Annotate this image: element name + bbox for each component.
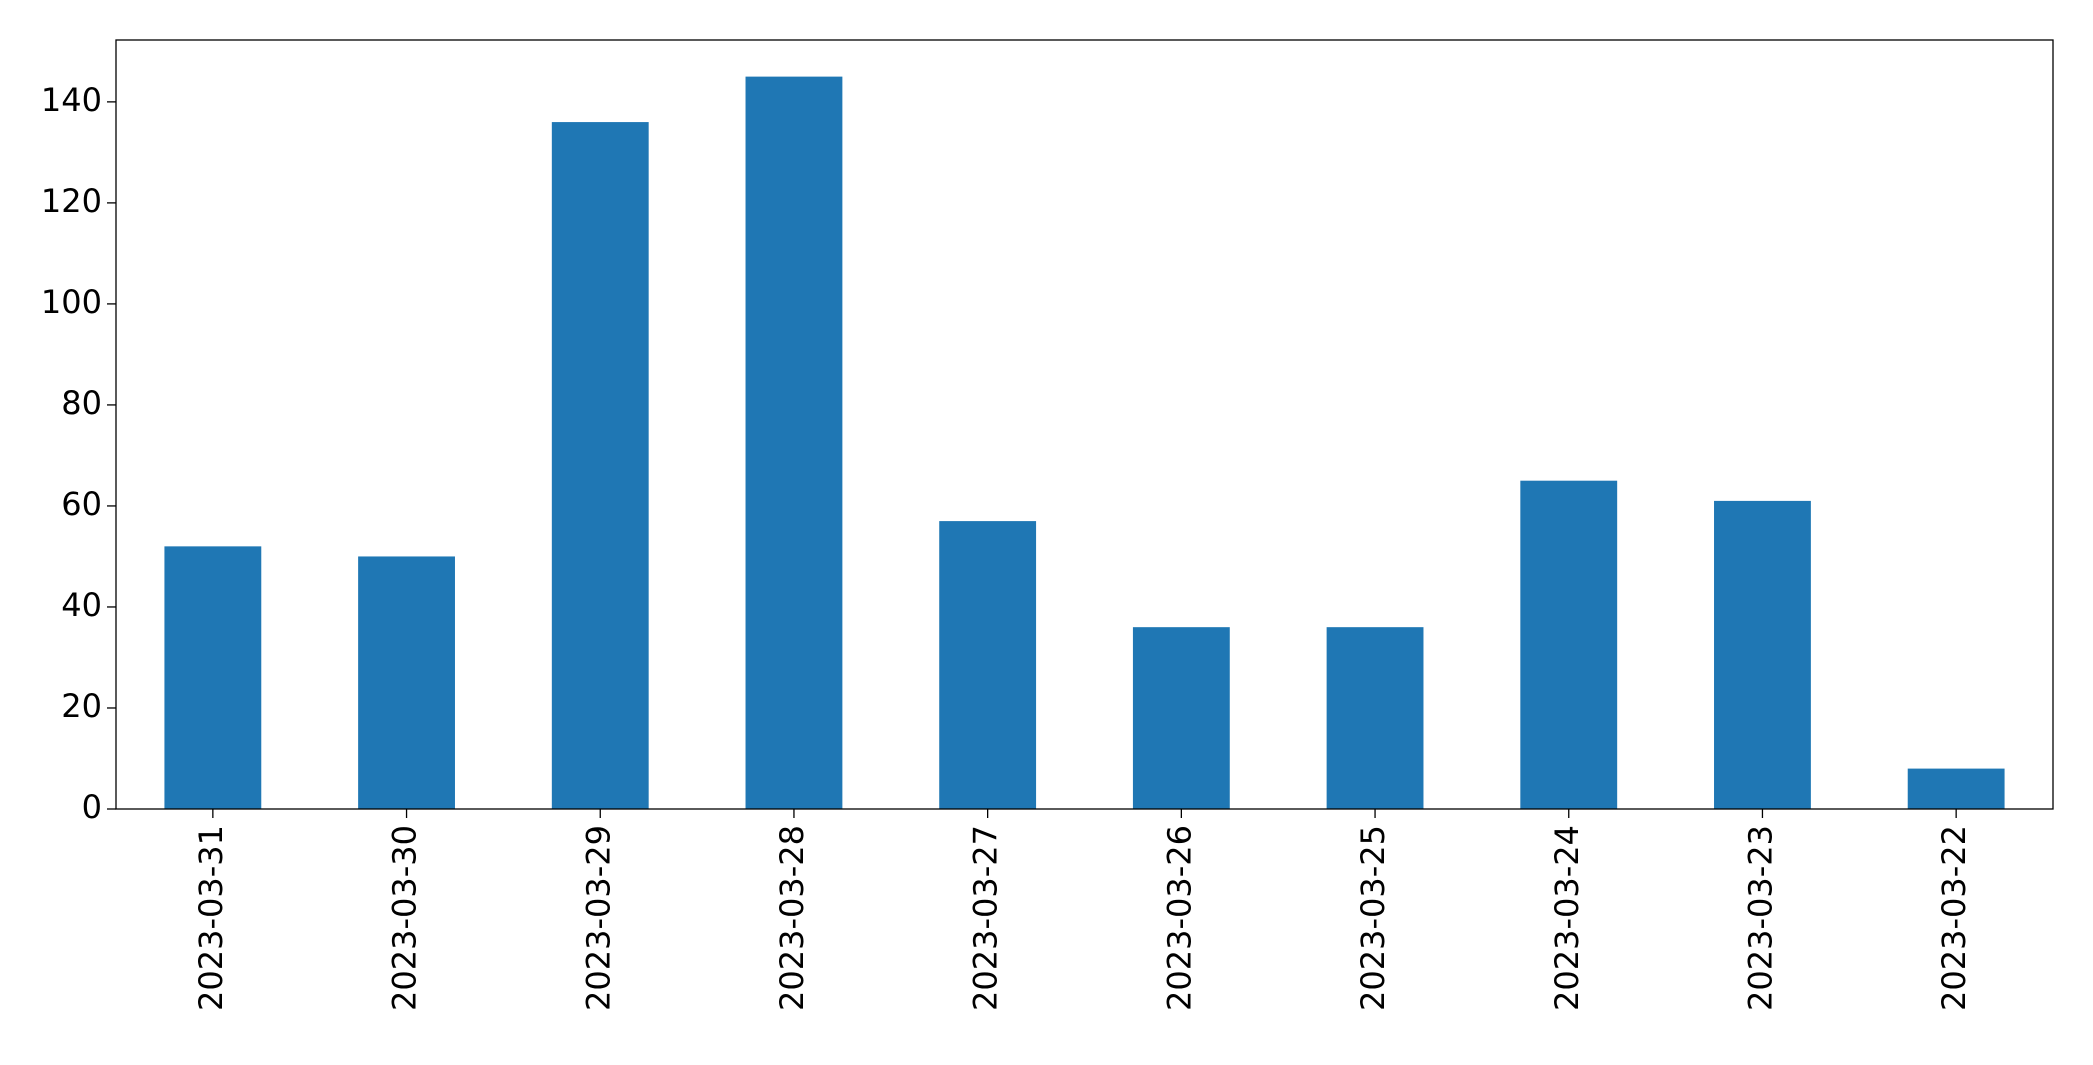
y-tick-label: 140 bbox=[41, 81, 102, 119]
x-tick-label: 2023-03-28 bbox=[773, 825, 811, 1011]
bar bbox=[551, 122, 649, 810]
y-tick-label: 20 bbox=[61, 687, 102, 725]
bar bbox=[358, 556, 455, 809]
y-tick-label: 40 bbox=[61, 586, 102, 624]
y-tick-label: 120 bbox=[41, 182, 102, 220]
y-tick-label: 100 bbox=[41, 283, 102, 321]
bar bbox=[1326, 627, 1424, 809]
bar bbox=[164, 546, 262, 809]
x-tick-label: 2023-03-31 bbox=[192, 825, 230, 1011]
x-tick-label: 2023-03-23 bbox=[1741, 825, 1779, 1011]
x-tick-label: 2023-03-29 bbox=[579, 825, 617, 1011]
x-tick-label: 2023-03-22 bbox=[1935, 825, 1973, 1011]
bar bbox=[1714, 500, 1811, 809]
x-tick-label: 2023-03-30 bbox=[386, 825, 424, 1011]
axes-frame bbox=[115, 39, 2054, 810]
x-tick-label: 2023-03-24 bbox=[1548, 825, 1586, 1011]
y-tick-label: 60 bbox=[61, 485, 102, 523]
y-tick-label: 0 bbox=[82, 788, 102, 826]
x-tick-label: 2023-03-26 bbox=[1160, 825, 1198, 1011]
bar bbox=[939, 521, 1037, 809]
bar bbox=[1520, 480, 1618, 809]
x-tick-label: 2023-03-27 bbox=[967, 825, 1005, 1011]
bar bbox=[1907, 768, 2005, 809]
x-tick-label: 2023-03-25 bbox=[1354, 825, 1392, 1011]
bar bbox=[745, 76, 843, 810]
y-tick-label: 80 bbox=[61, 384, 102, 422]
bar bbox=[1132, 627, 1230, 809]
